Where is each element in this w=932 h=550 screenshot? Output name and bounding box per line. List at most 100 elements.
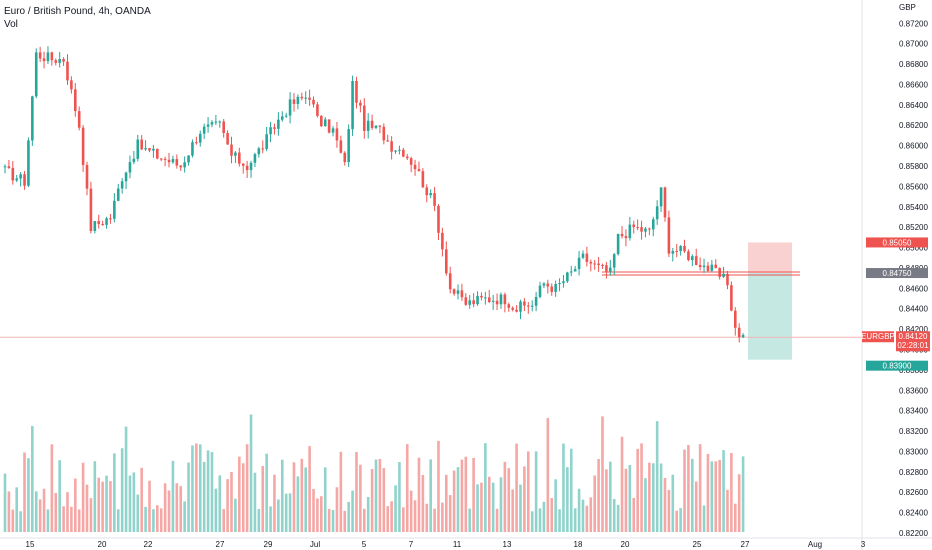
time-tick-label: 25 <box>693 540 702 549</box>
volume-bar <box>355 452 358 532</box>
candle <box>472 293 475 308</box>
volume-bar <box>640 443 643 532</box>
volume-bar <box>589 497 593 532</box>
volume-bar <box>605 469 608 532</box>
candle <box>691 254 694 267</box>
volume-bar <box>296 476 300 532</box>
candle <box>140 135 143 151</box>
price-tick-label: 0.85800 <box>899 162 928 171</box>
candle <box>542 282 546 289</box>
candle-body <box>331 128 335 133</box>
volume-bar <box>195 443 198 532</box>
candle <box>54 58 58 66</box>
volume-bar <box>163 483 167 532</box>
candle <box>210 120 214 128</box>
volume-bar <box>601 416 604 532</box>
volume-bar <box>241 463 245 532</box>
candle <box>58 51 61 68</box>
volume-bar <box>468 508 472 532</box>
candle <box>480 292 483 301</box>
volume-bar <box>409 490 413 532</box>
candle <box>343 151 347 166</box>
volume-bar <box>234 498 237 532</box>
candle-body <box>23 174 26 186</box>
candle-body <box>152 148 155 151</box>
volume-bar <box>245 444 249 532</box>
candle-body <box>249 162 253 171</box>
take-profit-zone[interactable] <box>748 273 792 360</box>
candle <box>15 174 19 183</box>
volume-bar <box>476 484 479 532</box>
volume-bar <box>38 499 42 532</box>
volume-bar <box>316 498 319 532</box>
candle <box>296 94 300 110</box>
candle <box>105 216 108 229</box>
candle <box>609 259 612 276</box>
volume-bar <box>581 499 585 532</box>
candle-body <box>444 249 448 274</box>
candle <box>132 150 136 165</box>
candle <box>347 124 350 168</box>
volume-bar <box>515 443 518 532</box>
volume-bar <box>128 475 132 532</box>
candle <box>327 119 331 134</box>
candle <box>511 306 514 312</box>
candle <box>97 214 101 229</box>
candle <box>659 187 663 213</box>
candle <box>370 114 374 130</box>
candle <box>269 121 272 143</box>
candle <box>116 183 120 202</box>
candle <box>85 161 89 196</box>
candle-body <box>425 187 429 196</box>
volume-bar <box>722 450 725 532</box>
candle-body <box>66 61 69 81</box>
candle-body <box>374 125 378 128</box>
volume-bar <box>663 477 667 532</box>
volume-bar <box>554 479 557 532</box>
stop-loss-zone[interactable] <box>748 242 792 274</box>
candle-body <box>38 52 42 59</box>
price-tick-label: 0.82400 <box>899 509 928 518</box>
candle-body <box>390 141 393 152</box>
candle-body <box>612 254 616 268</box>
candle-body <box>675 251 679 253</box>
candle-body <box>292 99 296 104</box>
price-tick-label: 0.86400 <box>899 101 928 110</box>
candle <box>113 193 116 223</box>
volume-bar <box>616 504 620 532</box>
volume-bar <box>546 417 550 532</box>
volume-bar <box>179 486 183 532</box>
candle <box>671 248 675 262</box>
candle <box>726 271 729 290</box>
volume-bar <box>484 443 487 532</box>
candle <box>515 305 518 313</box>
candle-body <box>70 80 73 90</box>
volume-bar <box>46 509 50 532</box>
candle-body <box>366 120 370 131</box>
candle-body <box>464 297 468 305</box>
candle-body <box>456 290 460 294</box>
candle <box>144 140 147 151</box>
price-tick-label: 0.87000 <box>899 40 928 49</box>
candle-body <box>503 294 507 305</box>
candle-body <box>288 99 292 116</box>
candle <box>109 213 112 224</box>
candle-body <box>362 105 366 131</box>
volume-bar <box>335 487 339 532</box>
volume-bar <box>472 457 475 532</box>
volume-bar <box>390 501 393 532</box>
candle <box>441 227 444 257</box>
target-price-label: 0.83900 <box>883 362 912 371</box>
candle <box>597 256 600 272</box>
candle <box>89 181 93 234</box>
price-tick-label: 0.86200 <box>899 121 928 130</box>
candle-body <box>238 152 241 164</box>
candle-body <box>27 140 30 186</box>
volume-bar <box>214 488 218 532</box>
candle <box>558 278 561 292</box>
candle-body <box>511 307 514 310</box>
candle <box>452 288 456 296</box>
candle-body <box>347 129 350 163</box>
volume-bar <box>230 471 233 532</box>
